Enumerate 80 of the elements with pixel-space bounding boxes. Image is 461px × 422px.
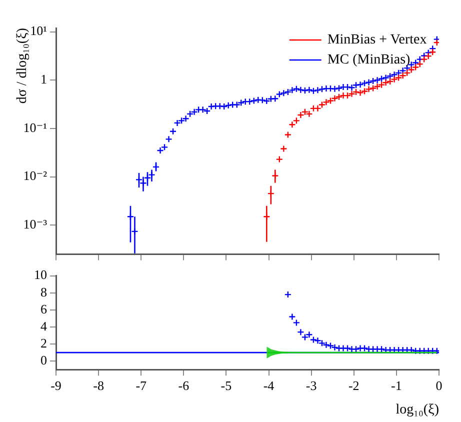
- x-tick-label: 0: [436, 378, 442, 393]
- legend-label: MC (MinBias): [327, 52, 411, 68]
- point: [360, 344, 368, 352]
- x-tick-label: -7: [136, 378, 148, 393]
- y-tick-label: 10⁻²: [23, 168, 48, 184]
- y-axis-title: dσ / dlog₁₀(ξ): [15, 28, 30, 104]
- x-tick-label: -2: [348, 378, 360, 393]
- point: [340, 344, 347, 352]
- point: [292, 319, 300, 326]
- point: [318, 101, 326, 108]
- x-tick-label: -1: [391, 378, 402, 393]
- point: [369, 346, 377, 353]
- point: [331, 94, 338, 102]
- point: [416, 347, 424, 354]
- point: [326, 97, 334, 104]
- point: [276, 156, 284, 163]
- x-tick-label: -6: [178, 378, 190, 393]
- point: [352, 88, 360, 96]
- point: [348, 90, 356, 98]
- point: [365, 86, 372, 93]
- x-tick-label: -9: [50, 378, 62, 393]
- y-tick-label: 10¹: [30, 23, 48, 38]
- point: [280, 145, 288, 152]
- point: [424, 347, 432, 354]
- point: [424, 52, 432, 60]
- point: [314, 104, 322, 112]
- point: [420, 56, 428, 63]
- point: [386, 78, 394, 86]
- point: [433, 38, 439, 46]
- legend-label: MinBias + Vertex: [327, 32, 427, 48]
- y-tick-label: 4: [40, 318, 48, 334]
- point: [335, 93, 343, 101]
- y-tick-label: 8: [40, 284, 47, 300]
- point: [335, 344, 343, 352]
- point: [326, 342, 334, 350]
- point: [416, 60, 424, 68]
- point: [412, 347, 420, 354]
- point: [284, 131, 292, 138]
- point: [390, 76, 398, 83]
- point: [429, 347, 436, 354]
- point: [360, 88, 368, 95]
- point: [394, 74, 402, 82]
- point: [292, 117, 300, 124]
- point: [310, 104, 318, 112]
- y-tick-label: 0: [40, 352, 47, 368]
- point: [352, 346, 360, 353]
- point: [399, 72, 406, 80]
- x-tick-label: -5: [220, 378, 232, 393]
- point: [288, 313, 296, 320]
- y-tick-label: 6: [40, 301, 48, 316]
- y-tick-label: 10: [34, 267, 47, 282]
- point: [378, 81, 386, 88]
- point: [412, 64, 420, 71]
- point: [284, 290, 292, 298]
- point: [420, 347, 428, 354]
- point: [356, 344, 364, 352]
- x-tick-label: -4: [263, 378, 275, 393]
- point: [318, 340, 326, 347]
- point: [369, 84, 377, 92]
- point: [297, 111, 304, 119]
- point: [429, 48, 436, 56]
- point: [403, 69, 411, 77]
- x-axis-title: log₁₀(ξ): [396, 402, 440, 418]
- point: [378, 346, 386, 353]
- y-tick-label: 10⁻³: [23, 216, 48, 232]
- point: [288, 121, 296, 128]
- point: [340, 92, 347, 100]
- point: [374, 82, 381, 90]
- y-tick-label: 1: [40, 72, 47, 87]
- x-tick-label: -3: [306, 378, 317, 393]
- point: [322, 98, 330, 106]
- point: [382, 78, 390, 86]
- point: [344, 344, 352, 352]
- point: [408, 66, 415, 74]
- y-tick-label: 10⁻¹: [23, 120, 48, 135]
- point: [301, 108, 309, 116]
- x-tick-label: -8: [93, 378, 104, 393]
- point: [344, 92, 352, 100]
- y-tick-label: 2: [40, 335, 47, 350]
- point: [374, 346, 381, 353]
